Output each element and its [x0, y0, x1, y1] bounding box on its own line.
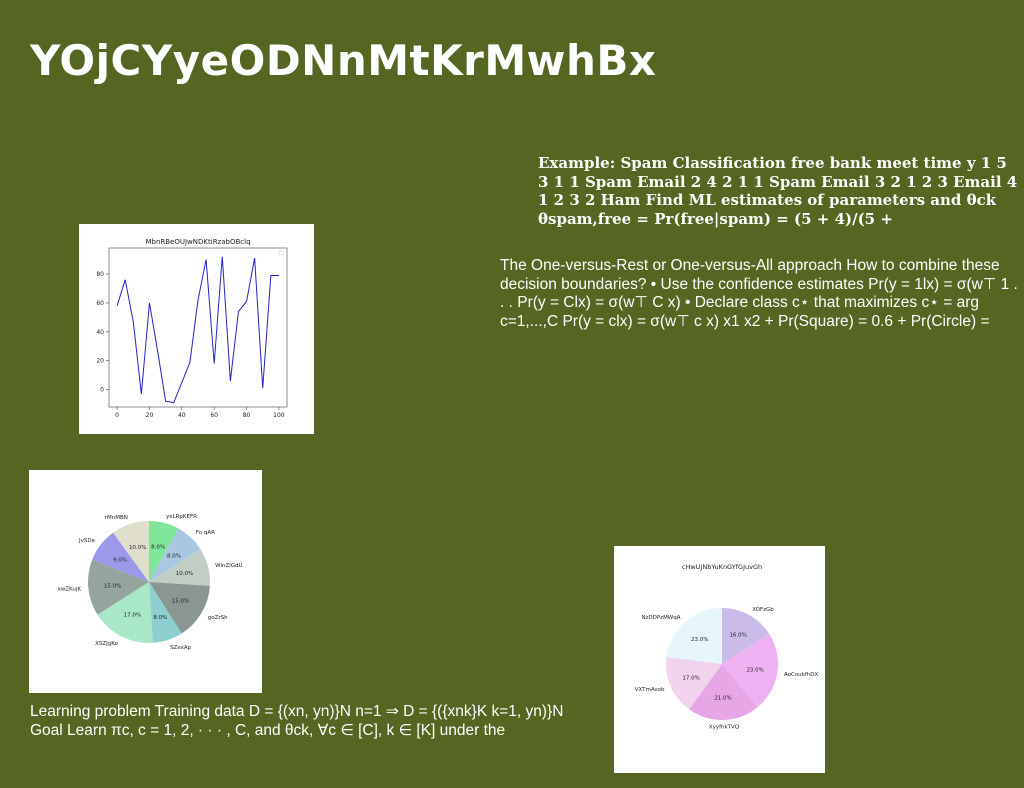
pie-chart-2-card: cHwUJNbYuKnGYfGJuvGh 16.0% XOFzGb 23.0% AoCo… — [614, 546, 825, 773]
pie1-slice — [97, 582, 153, 643]
pie1-pct-label: 10.0% — [176, 571, 193, 577]
pie1-pct-label: 15.0% — [172, 599, 189, 605]
line-chart-title: MbnRBeOUJwNDKtiRzabOBclq — [145, 238, 250, 246]
pie-chart-1: 8.0% yxLRpKEFR 8.0% Fo qAR 10.0% WinZlGdU 15.0… — [57, 514, 242, 651]
one-vs-rest-text: The One-versus-Rest or One-versus-All ap… — [500, 257, 1018, 330]
line-series — [116, 256, 279, 404]
pie1-pct-label: 15.0% — [104, 583, 121, 589]
pie1-pct-label: 8.0% — [167, 553, 181, 559]
pie1-slice — [113, 521, 149, 582]
pie1-slice — [149, 582, 210, 634]
pie1-category-label: SZexAp — [170, 645, 192, 651]
y-tick-label: 60 — [96, 300, 104, 307]
x-tick-label: 100 — [273, 412, 285, 419]
line-chart: MbnRBeOUJwNDKtiRzabOBclq 0 20 40 60 80 100 0 20 4… — [96, 238, 288, 419]
pie2-category-label: NzDDPzMWqA — [641, 615, 680, 621]
learning-problem-text: Learning problem Training data D = {(xn,… — [30, 703, 564, 739]
pie1-category-label: JvSDe — [78, 538, 96, 544]
x-tick-label: 40 — [178, 412, 186, 419]
pie2-slice — [666, 608, 722, 664]
pie1-slice — [92, 532, 149, 582]
line-chart-legend — [278, 250, 285, 256]
pie2-category-label: XyyfhkTVQ — [709, 725, 740, 731]
y-tick-label: 0 — [100, 387, 104, 394]
pie1-slice — [149, 582, 182, 643]
pie-chart-1-card: 8.0% yxLRpKEFR 8.0% Fo qAR 10.0% WinZlGdU 15.0… — [29, 470, 262, 693]
pie1-pct-label: 9.0% — [113, 558, 127, 564]
line-chart-frame — [108, 247, 288, 408]
pie2-category-label: XOFzGb — [752, 607, 774, 613]
pie1-category-label: WinZlGdU — [215, 563, 242, 569]
x-tick-label: 60 — [210, 412, 218, 419]
pie1-pct-label: 8.0% — [151, 545, 165, 551]
pie1-category-label: goZrSh — [208, 615, 228, 621]
y-tick-label: 40 — [96, 329, 104, 336]
page-title: YOjCYyeODNnMtKrMwhBx — [30, 36, 657, 85]
x-tick-label: 80 — [243, 412, 251, 419]
pie1-category-label: yxLRpKEFR — [166, 514, 197, 520]
pie2-slice — [666, 656, 722, 710]
pie2-slice — [722, 608, 770, 664]
pie1-slice — [149, 521, 179, 582]
pie1-pct-label: 8.0% — [153, 615, 167, 621]
pie1-slice — [149, 528, 201, 582]
pie2-pct-label: 23.0% — [691, 637, 708, 643]
pie2-pct-label: 23.0% — [746, 667, 763, 673]
line-chart-card: MbnRBeOUJwNDKtiRzabOBclq 0 20 40 60 80 100 0 20 4… — [79, 224, 314, 434]
pie1-pct-label: 17.0% — [124, 613, 141, 619]
pie-chart-2: cHwUJNbYuKnGYfGJuvGh 16.0% XOFzGb 23.0% AoCo… — [635, 563, 819, 731]
pie1-category-label: XSZJgKo — [95, 641, 118, 647]
pie1-category-label: Fo qAR — [196, 530, 215, 536]
pie2-pct-label: 17.0% — [682, 675, 699, 681]
pie2-pct-label: 21.0% — [714, 696, 731, 702]
pie2-title: cHwUJNbYuKnGYfGJuvGh — [682, 563, 762, 571]
pie1-slice — [149, 549, 210, 586]
pie2-category-label: AoCoukfhDX — [784, 672, 819, 678]
pie2-category-label: VXTmAvob — [635, 687, 665, 693]
x-tick-label: 20 — [146, 412, 154, 419]
spam-example-text: Example: Spam Classification free bank m… — [538, 154, 1018, 228]
pie1-category-label: rMnMBN — [105, 515, 128, 521]
pie1-pct-label: 10.0% — [129, 545, 146, 551]
pie1-slice — [88, 559, 149, 615]
pie2-slice — [689, 664, 758, 720]
y-tick-label: 80 — [96, 271, 104, 278]
pie2-pct-label: 16.0% — [729, 633, 746, 639]
y-tick-label: 20 — [96, 358, 104, 365]
pie1-category-label: xwZKujK — [57, 586, 81, 592]
pie2-slice — [722, 633, 778, 708]
x-tick-label: 0 — [115, 412, 119, 419]
